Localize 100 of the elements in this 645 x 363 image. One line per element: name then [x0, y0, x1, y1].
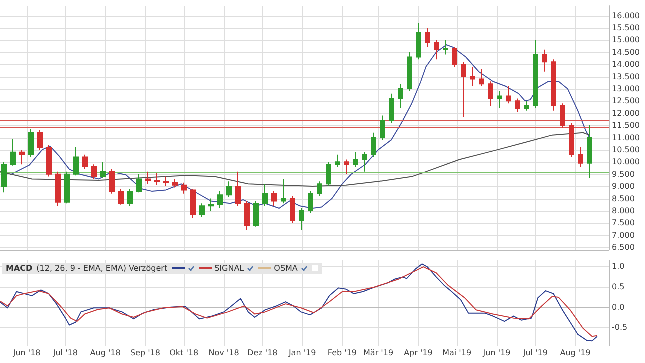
- candlestick: [91, 164, 97, 180]
- candlestick: [488, 81, 493, 107]
- candlestick: [217, 190, 223, 210]
- candlestick: [226, 181, 232, 198]
- candlestick: [344, 159, 349, 175]
- y-tick-label: 13.500: [612, 72, 640, 82]
- candlestick: [425, 27, 430, 48]
- candlestick: [479, 68, 484, 88]
- candlestick: [290, 196, 295, 224]
- chart-subtitle: (12, 26, 9 - EMA, EMA) Verzögert: [36, 264, 168, 272]
- candlestick: [64, 171, 70, 204]
- candlestick: [46, 144, 52, 178]
- candlestick: [73, 147, 79, 176]
- candlestick: [362, 152, 367, 172]
- candlestick: [253, 200, 259, 228]
- candlestick: [542, 49, 547, 72]
- y-tick-label: 0.5: [612, 282, 625, 292]
- candlestick: [524, 100, 529, 112]
- y-tick-label: 10.000: [612, 158, 640, 167]
- candlestick: [235, 171, 241, 207]
- candlestick: [271, 190, 277, 207]
- candlestick: [19, 149, 25, 166]
- x-tick-label: Aug '19: [560, 348, 591, 358]
- y-tick-label: 12.000: [612, 108, 640, 118]
- y-tick-label: 14.500: [612, 48, 640, 57]
- candlestick: [569, 122, 574, 158]
- candlestick: [461, 62, 466, 118]
- y-tick-label: 11.500: [612, 121, 640, 130]
- x-tick-label: Sep '18: [130, 348, 160, 358]
- y-tick-label: 9.000: [612, 182, 635, 192]
- candlestick: [497, 90, 502, 109]
- candlestick: [190, 188, 196, 219]
- candlestick: [587, 125, 592, 179]
- candlestick: [470, 66, 475, 88]
- candlestick: [533, 40, 538, 109]
- y-tick-label: 1.0: [612, 262, 625, 272]
- candlestick: [452, 46, 457, 68]
- y-tick-label: 8.000: [612, 206, 635, 216]
- candlestick: [100, 162, 106, 179]
- x-tick-label: Okt '18: [170, 348, 199, 358]
- candlestick: [551, 59, 556, 112]
- y-tick-label: 11.000: [612, 133, 640, 142]
- candlestick: [136, 174, 142, 194]
- candlestick: [353, 152, 358, 168]
- y-tick-label: 7.000: [612, 230, 635, 240]
- y-tick-label: 8.500: [612, 194, 635, 204]
- candlestick: [163, 176, 169, 188]
- candlestick: [299, 208, 304, 231]
- candlestick: [506, 86, 511, 104]
- candlestick: [199, 203, 205, 218]
- x-tick-label: Apr '19: [404, 348, 433, 358]
- candlestick: [560, 103, 565, 128]
- candlestick: [28, 128, 34, 158]
- candlestick: [317, 181, 322, 197]
- y-tick-label: 15.500: [612, 23, 640, 32]
- x-tick-label: Mär '19: [364, 348, 394, 358]
- candlestick: [443, 40, 448, 56]
- candlestick: [308, 190, 313, 214]
- candlestick: [326, 162, 331, 188]
- candlestick: [82, 154, 88, 170]
- y-tick-label: 0.0: [612, 302, 625, 312]
- candlestick: [208, 198, 214, 212]
- candlestick: [398, 84, 403, 109]
- candlestick: [127, 188, 133, 207]
- x-tick-label: Mai '19: [442, 348, 472, 358]
- candlestick: [380, 115, 385, 141]
- line-series: [10, 44, 590, 210]
- candlestick: [416, 22, 421, 60]
- candlestick: [10, 138, 16, 166]
- x-tick-label: Jan '19: [288, 348, 316, 358]
- line-series: [0, 132, 590, 188]
- x-tick-label: Aug '18: [90, 348, 121, 358]
- x-tick-label: Feb '19: [328, 348, 358, 358]
- x-tick-label: Jun '18: [12, 348, 41, 358]
- candlestick: [434, 40, 439, 60]
- candlestick: [578, 147, 583, 168]
- candlestick: [55, 171, 61, 207]
- x-tick-label: Jun '19: [482, 348, 511, 358]
- y-tick-label: 10.500: [612, 145, 640, 154]
- candlestick: [515, 98, 520, 113]
- candlestick: [335, 154, 340, 168]
- y-tick-label: 16.000: [612, 11, 640, 20]
- candlestick: [109, 168, 115, 194]
- candlestick: [181, 182, 187, 194]
- y-tick-label: 13.000: [612, 84, 640, 94]
- candlestick: [145, 171, 151, 185]
- y-tick-label: 15.000: [612, 36, 640, 45]
- y-tick-label: 7.500: [612, 218, 635, 228]
- y-tick-label: -0.5: [612, 323, 628, 332]
- candlestick: [244, 200, 250, 231]
- chart-title: MACD: [6, 264, 33, 272]
- candlestick: [407, 52, 412, 92]
- x-tick-label: Dez '18: [248, 348, 278, 358]
- candlestick: [389, 93, 394, 124]
- x-tick-label: Nov '18: [208, 348, 240, 358]
- legend-label: OSMA: [274, 264, 298, 272]
- candlestick: [1, 162, 7, 194]
- y-tick-label: 12.500: [612, 96, 640, 106]
- x-tick-label: Jul '19: [522, 348, 548, 358]
- y-tick-label: 6.500: [612, 243, 635, 252]
